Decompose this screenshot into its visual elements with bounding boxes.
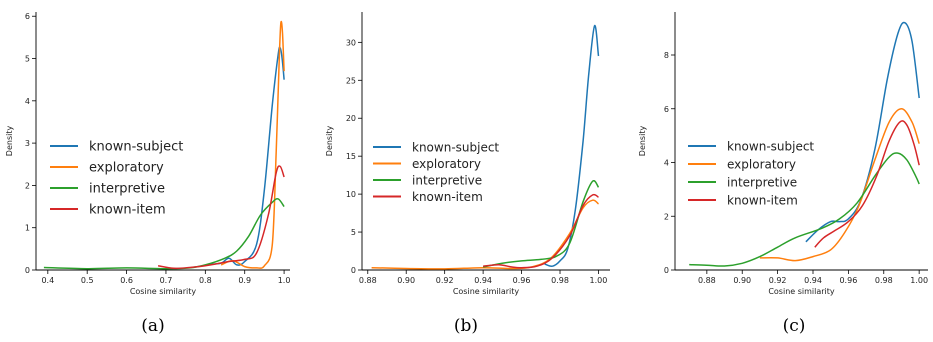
y-tick-label: 30 [346, 38, 356, 47]
y-tick-label: 15 [346, 152, 356, 161]
y-tick-label: 4 [25, 97, 30, 106]
x-tick-label: 0.6 [120, 276, 133, 285]
y-tick-label: 10 [346, 190, 356, 199]
x-tick-label: 0.96 [839, 276, 857, 285]
x-tick-label: 0.94 [804, 276, 822, 285]
y-axis-label: Density [325, 126, 334, 157]
series-line-known-subject [544, 24, 600, 268]
legend-label-exploratory: exploratory [89, 161, 164, 176]
y-tick-label: 0 [351, 266, 356, 275]
x-tick-label: 0.92 [769, 276, 787, 285]
caption-b: (b) [453, 316, 479, 336]
x-tick-label: 1.00 [590, 276, 608, 285]
chart-panel-a: 0.4 0.5 0.6 0.7 0.8 0.9 1.0 0 1 2 3 4 5 6 Cosine simil… [5, 12, 291, 296]
x-tick-label: 0.7 [160, 276, 173, 285]
y-tick-label: 0 [25, 266, 30, 275]
legend-label-exploratory: exploratory [727, 157, 796, 171]
legend-label-known-item: known-item [727, 193, 798, 207]
y-tick-label: 5 [351, 228, 356, 237]
x-tick-label: 0.9 [238, 276, 251, 285]
y-tick-label: 20 [346, 114, 356, 123]
legend-label-known-subject: known-subject [412, 140, 499, 154]
series-line-known-item [483, 193, 599, 269]
legend-label-interpretive: interpretive [727, 175, 797, 189]
series-line-exploratory [759, 108, 920, 262]
y-tick-label: 2 [25, 181, 30, 190]
legend-label-known-item: known-item [412, 190, 483, 204]
legend-label-interpretive: interpretive [412, 173, 482, 187]
x-axis-label: Cosine similarity [130, 287, 197, 296]
y-tick-label: 5 [25, 55, 30, 64]
series-line-known-subject [805, 21, 920, 243]
caption-a: (a) [141, 316, 165, 336]
x-tick-label: 1.00 [910, 276, 928, 285]
legend: known-subject exploratory interpretive know… [373, 140, 499, 204]
x-tick-label: 0.8 [199, 276, 212, 285]
series-line-interpretive [482, 179, 600, 268]
legend-label-known-subject: known-subject [727, 139, 814, 153]
legend: known-subject exploratory interpretive know… [688, 139, 814, 207]
series-line-known-item [157, 165, 285, 270]
x-tick-label: 0.88 [359, 276, 377, 285]
caption-c: (c) [782, 316, 806, 336]
y-tick-label: 6 [664, 105, 669, 114]
series-line-interpretive [43, 197, 285, 270]
series-line-interpretive [689, 152, 920, 267]
y-axis-label: Density [5, 126, 14, 157]
x-tick-label: 0.90 [397, 276, 415, 285]
y-tick-label: 6 [25, 12, 30, 21]
series-line-exploratory [220, 20, 285, 269]
x-tick-label: 0.4 [41, 276, 54, 285]
series-line-exploratory [371, 199, 599, 270]
chart-panel-b: 0.88 0.90 0.92 0.94 0.96 0.98 1.00 0 5 10 15 20 25 30… [325, 12, 610, 296]
y-tick-label: 3 [25, 139, 30, 148]
x-tick-label: 0.5 [81, 276, 94, 285]
x-tick-label: 0.90 [733, 276, 751, 285]
legend: known-subject exploratory interpretive know… [50, 140, 183, 218]
legend-label-known-item: known-item [89, 203, 166, 218]
x-tick-label: 0.98 [875, 276, 893, 285]
y-tick-label: 1 [25, 224, 30, 233]
x-tick-label: 0.88 [698, 276, 716, 285]
x-tick-label: 0.94 [474, 276, 492, 285]
series-line-known-item [814, 120, 920, 248]
x-tick-label: 1.0 [278, 276, 291, 285]
y-axis-label: Density [638, 126, 647, 157]
x-axis-label: Cosine similarity [453, 287, 520, 296]
x-tick-label: 0.92 [436, 276, 454, 285]
y-tick-label: 8 [664, 51, 669, 60]
x-tick-label: 0.96 [513, 276, 531, 285]
x-tick-label: 0.98 [551, 276, 569, 285]
y-tick-label: 4 [664, 159, 669, 168]
legend-label-known-subject: known-subject [89, 140, 183, 155]
y-tick-label: 2 [664, 212, 669, 221]
y-tick-label: 0 [664, 266, 669, 275]
chart-panel-c: 0.88 0.90 0.92 0.94 0.96 0.98 1.00 0 2 4 6 8 Cosine … [638, 12, 928, 296]
x-axis-label: Cosine similarity [768, 287, 835, 296]
legend-label-interpretive: interpretive [89, 182, 165, 197]
legend-label-exploratory: exploratory [412, 157, 481, 171]
y-tick-label: 25 [346, 76, 356, 85]
